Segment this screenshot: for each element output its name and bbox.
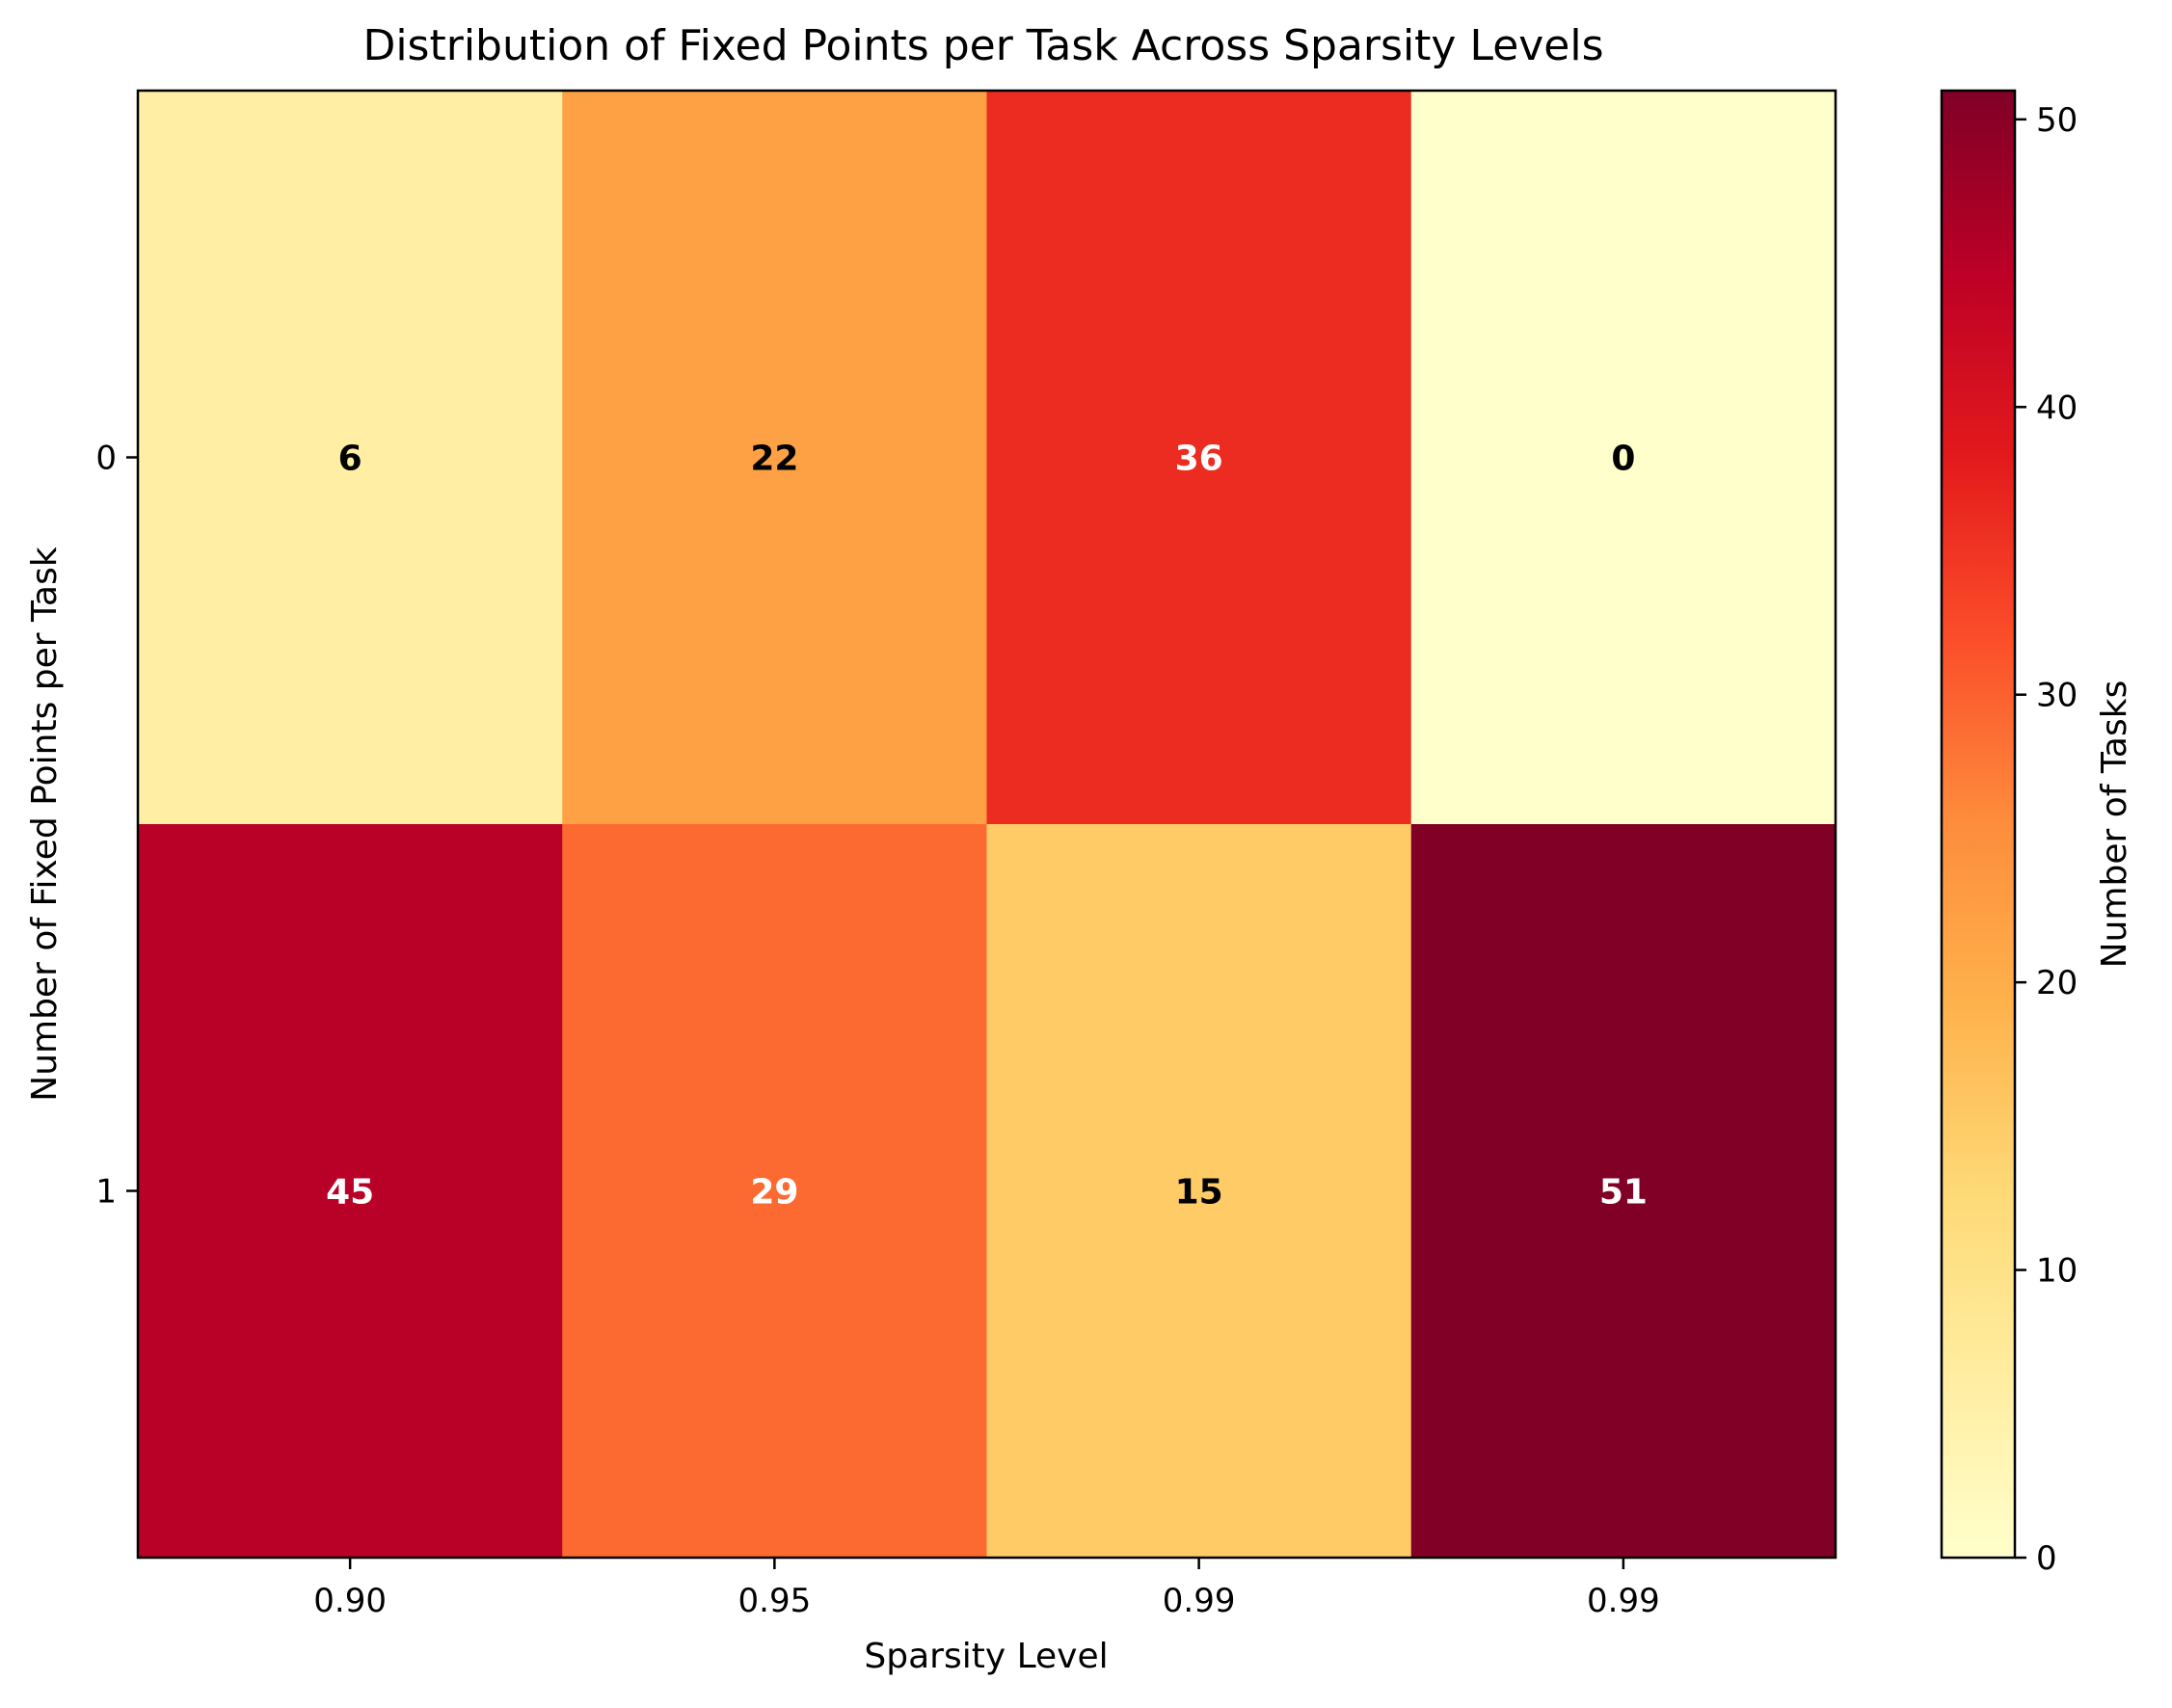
cell-value-label-r1-c0: 45 [326, 1173, 374, 1213]
colorbar-tick-label: 0 [2036, 1539, 2057, 1578]
cell-value-label-r0-c1: 22 [750, 440, 798, 479]
x-tick-label: 0.99 [1587, 1582, 1660, 1620]
colorbar-tick-label: 30 [2036, 677, 2078, 715]
x-tick-label: 0.95 [738, 1582, 812, 1620]
heatmap-cell-labels: 6 22 36 0 45 29 15 51 [326, 440, 1648, 1213]
heatmap-cell-r1-c1 [562, 824, 987, 1559]
heatmap-cell-r1-c2 [986, 824, 1412, 1559]
colorbar-tick-label: 50 [2036, 101, 2078, 140]
colorbar-tick-label: 20 [2036, 964, 2078, 1002]
x-axis-label: Sparsity Level [864, 1637, 1108, 1676]
heatmap-cell-r1-c3 [1410, 824, 1837, 1559]
cell-value-label-r0-c3: 0 [1611, 440, 1635, 479]
colorbar-tick-label: 10 [2036, 1252, 2078, 1291]
y-tick-label: 0 [95, 440, 117, 478]
heatmap-cell-r0-c3 [1410, 91, 1837, 825]
colorbar [1940, 89, 2017, 1560]
colorbar-tick-label: 40 [2036, 388, 2078, 427]
y-axis-ticks: 01 [95, 440, 138, 1212]
x-tick-label: 0.99 [1163, 1582, 1236, 1620]
colorbar-label: Number of Tasks [2095, 681, 2134, 969]
heatmap-cells [138, 91, 1837, 1559]
cell-value-label-r1-c3: 51 [1599, 1173, 1648, 1213]
colorbar-ticks: 0 10 20 30 40 50 [2015, 101, 2078, 1578]
cell-value-label-r1-c2: 15 [1175, 1173, 1223, 1213]
heatmap-cell-r0-c0 [138, 91, 563, 825]
cell-value-label-r1-c1: 29 [750, 1173, 798, 1213]
cell-value-label-r0-c2: 36 [1175, 440, 1223, 479]
cell-value-label-r0-c0: 6 [338, 440, 362, 479]
heatmap-cell-r1-c0 [138, 824, 563, 1559]
x-tick-label: 0.90 [313, 1582, 387, 1620]
heatmap-cell-r0-c2 [986, 91, 1412, 825]
plot-frame [136, 89, 1837, 1560]
y-axis-label: Number of Fixed Points per Task [25, 547, 65, 1102]
heatmap-cell-r0-c1 [562, 91, 987, 825]
x-axis-ticks: 0.90 0.95 0.99 0.99 [313, 1558, 1660, 1620]
y-tick-label: 1 [95, 1173, 117, 1212]
chart-title: Distribution of Fixed Points per Task Ac… [362, 21, 1603, 70]
